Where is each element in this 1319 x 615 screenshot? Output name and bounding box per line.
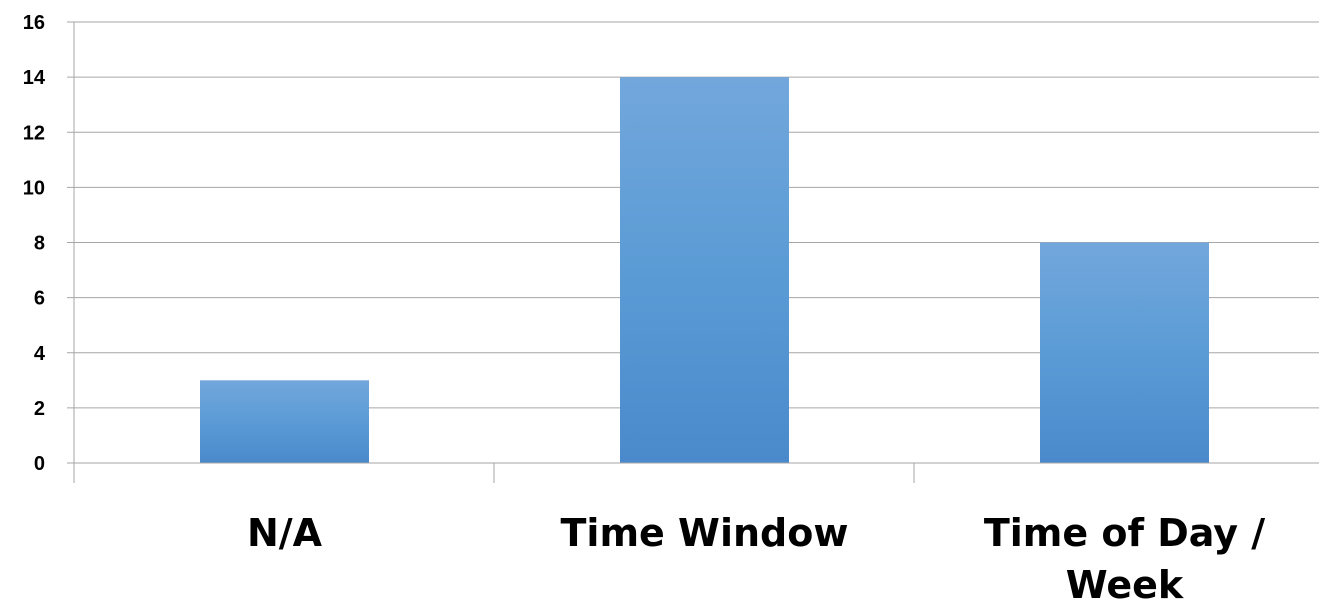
- x-tick-label: Time of Day / Week: [984, 511, 1265, 607]
- y-tick-label: 0: [34, 453, 45, 475]
- y-tick-label: 14: [23, 67, 46, 89]
- y-axis-tick-labels: 0 2 4 6 8 10 12 14 16: [23, 12, 46, 475]
- axes: [67, 21, 1319, 483]
- x-axis-tick-labels: N/A Time Window Time of Day / Week: [247, 511, 1265, 607]
- y-tick-label: 12: [23, 122, 45, 144]
- x-tick-label-line: Time Window: [561, 511, 849, 555]
- x-tick-label-line: N/A: [247, 511, 323, 555]
- bar-2: [1040, 242, 1209, 463]
- y-tick-label: 4: [34, 343, 46, 365]
- bars: [200, 77, 1209, 463]
- x-tick-label-line: Time of Day /: [984, 511, 1265, 555]
- bar-1: [620, 77, 789, 463]
- y-tick-label: 2: [34, 398, 45, 420]
- x-tick-label: Time Window: [561, 511, 849, 555]
- x-tick-label: N/A: [247, 511, 323, 555]
- y-tick-label: 16: [23, 12, 45, 34]
- y-tick-label: 8: [34, 233, 45, 255]
- x-tick-label-line: Week: [1066, 563, 1184, 607]
- y-tick-label: 6: [34, 288, 45, 310]
- bar-0: [200, 380, 369, 463]
- y-tick-label: 10: [23, 177, 45, 199]
